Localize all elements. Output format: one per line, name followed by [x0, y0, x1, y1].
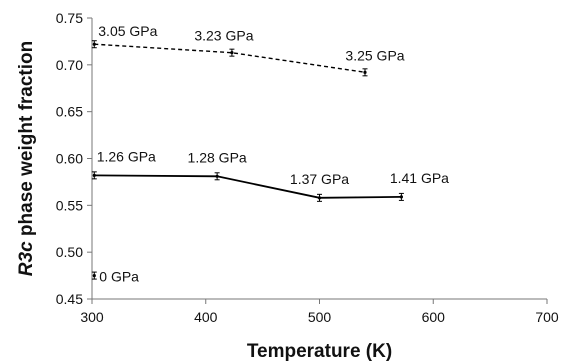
data-label: 3.23 GPa [194, 28, 253, 44]
data-point [399, 195, 403, 199]
data-label: 3.25 GPa [345, 47, 404, 63]
x-tick-label: 400 [194, 309, 218, 325]
ticks: 300 400 500 600 700 0.45 0.50 0.55 0.60 0.65 0.70 0… [56, 10, 559, 325]
y-tick-label: 0.60 [56, 151, 83, 167]
data-label: 0 GPa [99, 269, 139, 285]
data-label: 1.26 GPa [97, 148, 156, 164]
series-line-solid [94, 174, 402, 199]
x-tick-label: 500 [308, 309, 332, 325]
data-point [230, 51, 234, 55]
y-tick-label: 0.70 [56, 57, 83, 73]
data-point [92, 173, 96, 177]
axes [91, 18, 547, 300]
data-point [317, 196, 322, 200]
data-point [363, 70, 367, 74]
y-axis-title-italic: R3c [16, 241, 37, 276]
x-tick-label: 300 [80, 309, 104, 325]
y-tick-label: 0.45 [56, 291, 83, 307]
x-tick-label: 600 [422, 309, 446, 325]
y-axis-title: R3c phase weight fraction [16, 41, 37, 276]
data-point [215, 174, 219, 178]
series-line-dashed [94, 43, 366, 73]
x-tick-label: 700 [535, 309, 559, 325]
y-tick-label: 0.75 [56, 10, 83, 26]
data-point [92, 273, 96, 278]
point-labels: 3.05 GPa 3.23 GPa 3.25 GPa 1.26 GPa 1.28 GPa… [97, 23, 449, 284]
y-tick-label: 0.55 [56, 197, 83, 213]
data-label: 1.37 GPa [290, 171, 349, 187]
y-axis-title-rest: phase weight fraction [16, 41, 37, 242]
data-point [92, 42, 96, 46]
y-tick-label: 0.65 [56, 104, 83, 120]
y-tick-label: 0.50 [56, 244, 83, 260]
x-axis-title: Temperature (K) [247, 341, 392, 362]
series-group [91, 40, 404, 280]
data-label: 1.41 GPa [390, 170, 449, 186]
data-label: 3.05 GPa [98, 23, 157, 39]
data-label: 1.28 GPa [188, 149, 247, 165]
